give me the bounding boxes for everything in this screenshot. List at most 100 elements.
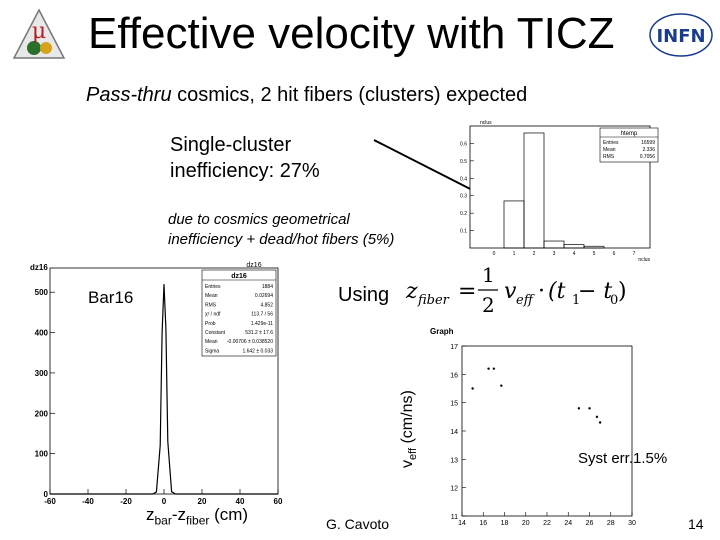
formula-half-den: 2 (482, 293, 495, 317)
graph-ytick-label: 17 (450, 344, 458, 351)
dz-xtick-label: 40 (236, 497, 245, 506)
dz-stat-value: 0.02694 (255, 293, 273, 299)
dz-stat-value: 1884 (262, 284, 273, 290)
formula-half-num: 1 (482, 263, 495, 287)
dz-series-line (50, 284, 278, 495)
logo-ring (649, 13, 713, 57)
formula-eq: = (458, 279, 476, 304)
nclus-bar (523, 132, 545, 249)
formula-z-sub: fiber (417, 293, 450, 308)
dz-stat-label: Sigma (205, 348, 219, 354)
dz-plot-title: dz16 (30, 263, 48, 272)
veff-graph: Graph 11 12 13 14 15 16 17 14 16 18 20 22 24 26 28 30 (430, 327, 636, 527)
ineff-line1: Single-cluster (170, 134, 292, 156)
dz-xtick-label: -20 (120, 497, 132, 506)
graph-point (577, 407, 581, 410)
graph-ytick-label: 15 (450, 401, 458, 408)
dz-ytick-label: 0 (44, 490, 49, 499)
graph-point (492, 367, 496, 370)
graph-frame (461, 345, 633, 517)
subtitle-italic: Pass-thru (86, 84, 172, 106)
nclus-bar (583, 245, 605, 249)
logo-left: μ (12, 8, 66, 59)
dz-stat-label: Constant (205, 330, 226, 336)
dz-ytick-label: 400 (35, 329, 49, 338)
nclus-statbox (599, 127, 659, 163)
formula-close: ) (618, 279, 627, 304)
dz-xtick-label: -60 (44, 497, 56, 506)
dz-stat-value: 4.852 (260, 302, 273, 308)
logo-gold-dot (40, 42, 52, 54)
nclus-stat-label: RMS (603, 154, 615, 160)
nclus-ytick-label: 0.6 (460, 141, 467, 147)
dz-stat-label: Entries (205, 284, 221, 290)
graph-xtick-label: 20 (522, 520, 530, 527)
ineff-line2: inefficiency: 27% (170, 160, 320, 182)
dz-xtick-label: -40 (82, 497, 94, 506)
nclus-ytick-label: 0.4 (460, 176, 467, 182)
graph-point (487, 367, 490, 370)
logo-mu: μ (32, 19, 46, 44)
dz-stat-title: dz16 (231, 273, 247, 280)
bar16-label: Bar16 (88, 288, 134, 307)
formula-t0-sub: 0 (610, 293, 618, 308)
dz-ytick-label: 200 (35, 409, 49, 418)
graph-xtick-label: 14 (458, 520, 466, 527)
graph-point (598, 421, 602, 424)
z-axis-label: zbar-zfiber (cm) (146, 505, 248, 527)
graph-xtick-label: 18 (501, 520, 509, 527)
graph-xtick-label: 24 (564, 520, 572, 527)
nclus-stat-value: 16599 (641, 140, 655, 146)
page-number: 14 (688, 516, 704, 532)
graph-xtick-label: 28 (607, 520, 615, 527)
graph-xtick-label: 30 (628, 520, 636, 527)
graph-ytick-label: 12 (450, 486, 458, 493)
dz-stat-label: RMS (205, 302, 217, 308)
graph-point (595, 415, 599, 419)
subtitle: Pass-thru cosmics, 2 hit fibers (cluster… (86, 84, 527, 107)
graph-title: Graph (430, 327, 454, 336)
dz-ytick-label: 500 (35, 288, 49, 297)
graph-point (588, 407, 591, 410)
nclus-ytick-label: 0.1 (460, 229, 467, 235)
graph-point (471, 387, 474, 390)
graph-point (500, 384, 503, 387)
formula-dot: · (538, 279, 545, 304)
using-label: Using (338, 284, 390, 306)
formula-v: v (504, 279, 517, 304)
nclus-xtick-label: 6 (613, 251, 616, 257)
formula-v-sub: eff (516, 293, 536, 308)
author: G. Cavoto (326, 516, 390, 532)
inefficiency-text: Single-cluster inefficiency: 27% (170, 132, 320, 184)
dz-stat-value: 1.642 ± 0.033 (242, 348, 273, 354)
veff-unit: (cm/ns) (399, 390, 416, 448)
dz-ytick-label: 100 (35, 450, 49, 459)
dz-xtick-label: 60 (274, 497, 283, 506)
nclus-xtick-label: 4 (573, 251, 576, 257)
dz-stat-value: 1.429e-11 (251, 321, 273, 327)
formula-t1-sub: 1 (572, 293, 580, 308)
graph-xtick-label: 16 (479, 520, 487, 527)
svg-text:veff (cm/ns): veff (cm/ns) (399, 390, 419, 468)
formula-z: z (405, 279, 418, 304)
z2: -z (171, 505, 187, 524)
nclus-ytick-label: 0.3 (460, 194, 467, 200)
slide-title: Effective velocity with TICZ (88, 9, 615, 58)
dz-stat-label: χ² / ndf (205, 312, 221, 318)
nclus-xtick-label: 3 (553, 251, 556, 257)
formula-minus: − t (578, 279, 612, 304)
graph-ytick-label: 13 (450, 457, 458, 464)
nclus-xlabel: nclus (638, 257, 650, 262)
veff-v: v (399, 460, 416, 468)
velocity-formula: z fiber = 1 2 v eff · (t 1 − t 0 ) (405, 263, 627, 317)
nclus-ytick-label: 0.5 (460, 159, 467, 165)
formula-paren: (t (548, 279, 566, 304)
graph-ytick-label: 16 (450, 372, 458, 379)
dz-stat-value: -0.00706 ± 0.038520 (227, 339, 273, 345)
graph-ytick-label: 14 (450, 429, 458, 436)
nclus-ytick-label: 0.2 (460, 211, 467, 217)
dz-stat-label: Prob (205, 321, 216, 327)
logo-infn-text: INFN (656, 26, 705, 47)
nclus-stat-title: htemp (621, 131, 638, 137)
graph-xtick-label: 26 (586, 520, 594, 527)
